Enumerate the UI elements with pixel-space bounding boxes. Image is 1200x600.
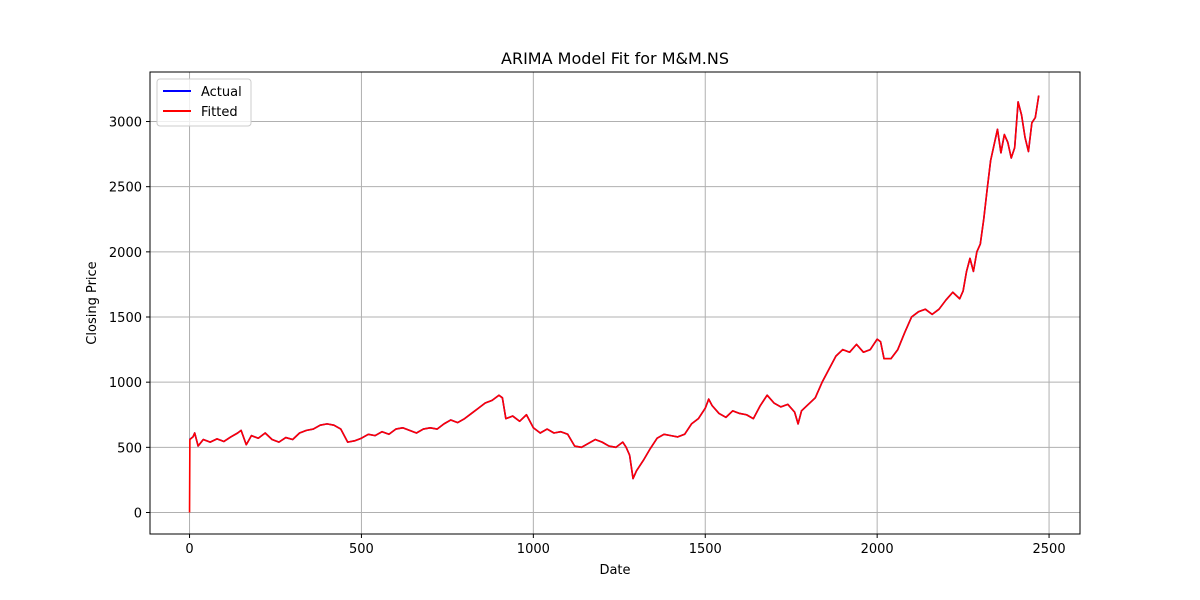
y-tick-label: 0 — [134, 506, 142, 521]
plot-frame — [149, 71, 1081, 535]
series-layer — [188, 95, 1040, 513]
y-tick-label: 500 — [117, 441, 142, 456]
y-tick-label: 2000 — [109, 246, 142, 261]
x-axis-label: Date — [599, 563, 630, 578]
y-tick-label: 1000 — [109, 376, 142, 391]
x-tick-label: 0 — [185, 542, 193, 557]
legend: Actual Fitted — [156, 78, 252, 127]
legend-label-fitted: Fitted — [201, 105, 238, 120]
y-tick-label: 3000 — [109, 116, 142, 131]
legend-label-actual: Actual — [201, 85, 242, 100]
series-line-fitted — [188, 95, 1040, 513]
grid-lines — [150, 72, 1080, 534]
x-tick-label: 2000 — [861, 542, 894, 557]
x-tick-label: 2500 — [1033, 542, 1066, 557]
chart-title: ARIMA Model Fit for M&M.NS — [501, 49, 729, 68]
y-axis-label: Closing Price — [85, 261, 100, 344]
x-tick-label: 1500 — [689, 542, 722, 557]
x-tick-label: 1000 — [517, 542, 550, 557]
y-tick-label: 1500 — [109, 311, 142, 326]
axis-ticks: 0 500 1000 1500 2000 2500 0 500 1000 1500 2000 2500… — [109, 116, 1066, 557]
x-tick-label: 500 — [349, 542, 374, 557]
y-tick-label: 2500 — [109, 181, 142, 196]
